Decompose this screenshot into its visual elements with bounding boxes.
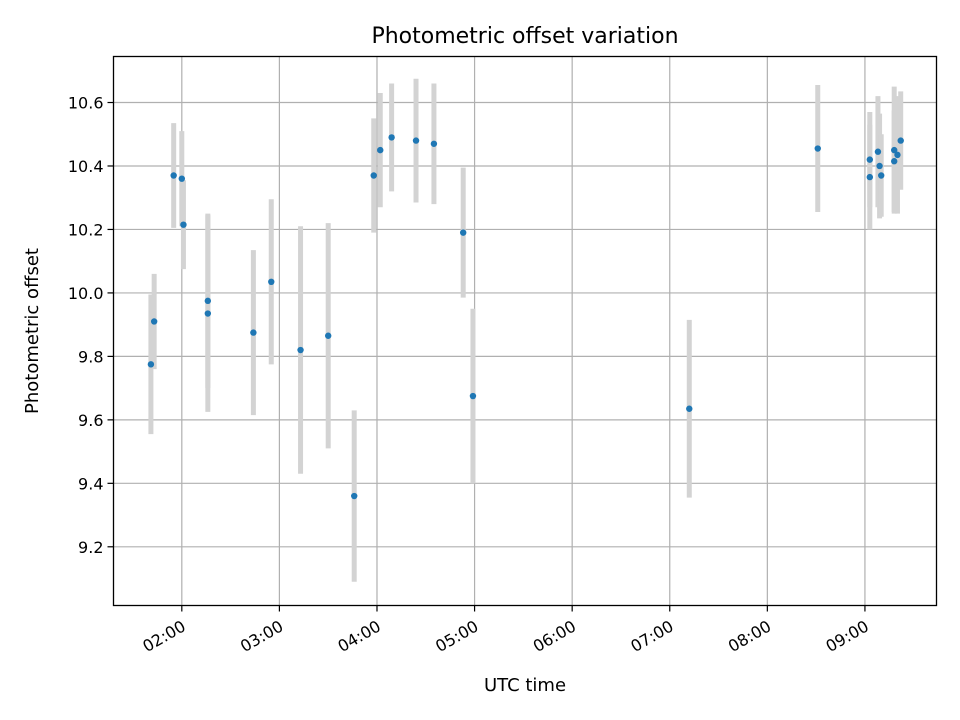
- data-point: [877, 172, 885, 179]
- data-point: [891, 158, 898, 165]
- data-points: [147, 134, 904, 500]
- chart-title: Photometric offset variation: [371, 24, 678, 49]
- y-tick-label: 10.2: [68, 220, 104, 239]
- data-point: [180, 221, 187, 228]
- data-point: [150, 318, 158, 325]
- y-axis-label: Photometric offset: [22, 248, 43, 414]
- data-point: [459, 229, 467, 236]
- data-point: [388, 134, 395, 141]
- data-point: [876, 162, 883, 170]
- data-point: [250, 329, 257, 336]
- y-tick-label: 9.6: [78, 411, 103, 430]
- y-tick-label: 9.8: [78, 347, 103, 366]
- data-point: [469, 392, 477, 400]
- data-point: [204, 310, 212, 317]
- data-point: [897, 137, 904, 144]
- data-point: [268, 278, 275, 286]
- y-tick-label: 9.4: [78, 474, 103, 493]
- data-point: [891, 146, 898, 154]
- y-tick-label: 10.6: [68, 94, 104, 113]
- data-point: [351, 492, 358, 500]
- data-point: [297, 346, 304, 354]
- data-point: [377, 146, 384, 154]
- data-point: [170, 172, 177, 179]
- y-tick-label: 10.0: [68, 284, 104, 303]
- data-point: [147, 361, 155, 368]
- grid-lines: [113, 56, 937, 606]
- data-point: [686, 405, 693, 412]
- data-point: [204, 297, 212, 305]
- data-point: [430, 140, 438, 147]
- data-point: [894, 151, 901, 159]
- data-point: [866, 173, 874, 181]
- x-axis-label: UTC time: [484, 675, 566, 696]
- data-point: [874, 148, 882, 155]
- y-tick-label: 9.2: [78, 538, 103, 557]
- data-point: [178, 175, 186, 182]
- data-point: [370, 172, 377, 179]
- y-axis-ticks: 9.2 9.4 9.6 9.8 10.0 10.2 10.4 10.6: [68, 94, 114, 557]
- plot-frame: [112, 55, 938, 607]
- data-point: [412, 137, 420, 144]
- data-point: [814, 145, 821, 152]
- data-point: [324, 332, 332, 339]
- data-point: [866, 156, 874, 163]
- y-tick-label: 10.4: [68, 157, 104, 176]
